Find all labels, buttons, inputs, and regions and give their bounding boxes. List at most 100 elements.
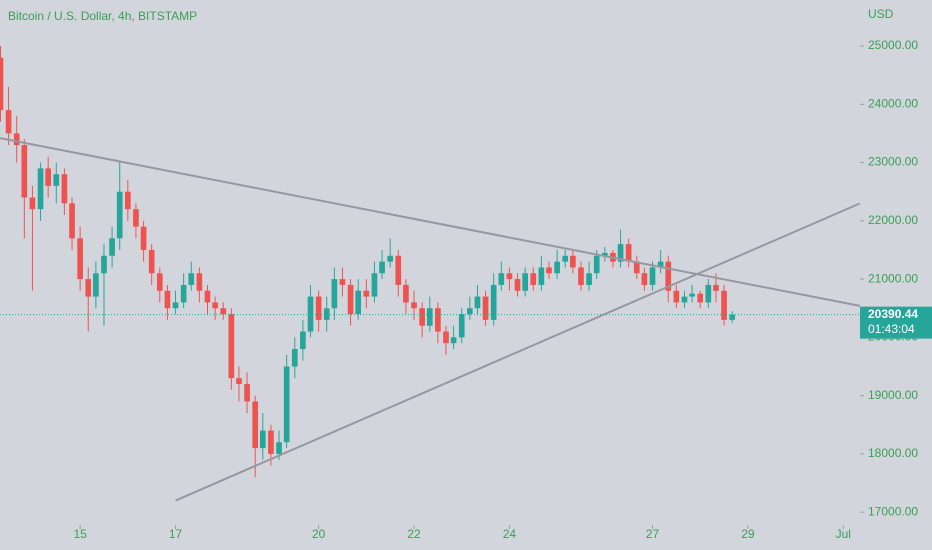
- candle-body: [53, 174, 60, 186]
- candle-body: [5, 110, 12, 134]
- x-tick-label: 22: [407, 527, 421, 541]
- candle-body: [37, 168, 44, 210]
- candle-body: [546, 267, 552, 274]
- x-tick-label: 20: [312, 527, 326, 541]
- candle-body: [77, 238, 83, 280]
- x-tick-label: 17: [169, 527, 183, 541]
- candle-body: [681, 296, 688, 303]
- candle-body: [530, 273, 537, 285]
- candle-body: [665, 261, 672, 291]
- candle-body: [236, 378, 242, 384]
- y-tick-label: 19000.00: [868, 388, 918, 402]
- candle-body: [300, 331, 306, 350]
- candle-body: [689, 293, 695, 297]
- candle-body: [657, 261, 664, 268]
- candle-body: [116, 191, 123, 239]
- candle-body: [538, 267, 545, 285]
- last-price-label: 20390.44: [868, 307, 918, 321]
- last-price-box: [860, 306, 932, 339]
- candle-body: [180, 284, 187, 303]
- trend-line: [0, 137, 861, 307]
- y-tick-label: 25000.00: [868, 38, 918, 52]
- candle-body: [586, 273, 592, 285]
- candle-body: [387, 255, 394, 262]
- y-tick-label: 18000.00: [868, 446, 918, 460]
- candle-body: [148, 249, 155, 274]
- y-tick-label: 21000.00: [868, 271, 918, 285]
- candle-body: [124, 191, 131, 210]
- candle-body: [570, 255, 576, 268]
- y-tick-label: 17000.00: [868, 504, 918, 518]
- candle-body: [498, 273, 505, 285]
- candle-body: [355, 290, 362, 315]
- candle-body: [307, 296, 314, 332]
- candle-body: [562, 255, 569, 262]
- y-tick-label: 23000.00: [868, 155, 918, 169]
- candle-body: [705, 284, 712, 303]
- candle-body: [259, 430, 266, 449]
- candle-body: [554, 261, 560, 274]
- countdown-label: 01:43:04: [868, 322, 915, 336]
- candle-body: [156, 273, 163, 291]
- candle-body: [29, 197, 36, 210]
- candle-body: [315, 296, 322, 320]
- candle-body: [482, 296, 489, 320]
- candle-body: [426, 308, 433, 326]
- candle-body: [101, 255, 107, 274]
- candle-body: [244, 383, 250, 402]
- candle-body: [363, 290, 370, 297]
- chart-title: Bitcoin / U.S. Dollar, 4h, BITSTAMP: [8, 9, 197, 23]
- candle-body: [490, 284, 497, 320]
- candle-body: [458, 314, 465, 338]
- x-tick-label: 15: [73, 527, 87, 541]
- candle-body: [729, 314, 736, 320]
- candle-body: [140, 226, 147, 250]
- candle-body: [379, 261, 385, 274]
- candle-body: [649, 267, 656, 285]
- candle-body: [93, 273, 99, 297]
- candle-body: [196, 273, 203, 291]
- candle-body: [331, 279, 338, 309]
- candle-body: [697, 293, 704, 303]
- candle-body: [283, 366, 290, 443]
- candle-body: [188, 273, 195, 285]
- candle-body: [514, 279, 521, 291]
- candle-body: [172, 302, 179, 309]
- candle-body: [291, 349, 298, 367]
- candle-body: [276, 442, 282, 454]
- candle-body: [45, 168, 52, 186]
- x-tick-label: 24: [503, 527, 517, 541]
- candle-body: [450, 337, 457, 344]
- candle-body: [721, 290, 727, 320]
- candle-body: [347, 284, 354, 315]
- candle-body: [466, 308, 473, 315]
- candle-body: [435, 308, 441, 332]
- candle-body: [633, 261, 640, 274]
- candle-body: [164, 290, 171, 309]
- candle-body: [220, 308, 227, 315]
- candle-body: [0, 57, 4, 111]
- candle-body: [419, 308, 425, 326]
- candle-body: [617, 244, 624, 262]
- candle-body: [339, 279, 346, 285]
- trend-line: [175, 202, 861, 502]
- candle-body: [13, 133, 20, 146]
- candle-body: [593, 255, 600, 274]
- candle-body: [21, 145, 28, 198]
- candle-body: [323, 308, 330, 320]
- candle-body: [228, 314, 235, 379]
- candle-body: [61, 174, 68, 204]
- y-tick-label: 24000.00: [868, 96, 918, 110]
- y-tick-label: 22000.00: [868, 213, 918, 227]
- candle-body: [204, 290, 211, 303]
- candle-body: [69, 203, 75, 239]
- candle-body: [109, 238, 115, 256]
- candle-body: [673, 290, 680, 303]
- candle-body: [395, 255, 402, 285]
- candle-body: [474, 296, 481, 309]
- candle-body: [506, 273, 513, 280]
- x-tick-label: 27: [646, 527, 660, 541]
- candle-body: [268, 430, 274, 454]
